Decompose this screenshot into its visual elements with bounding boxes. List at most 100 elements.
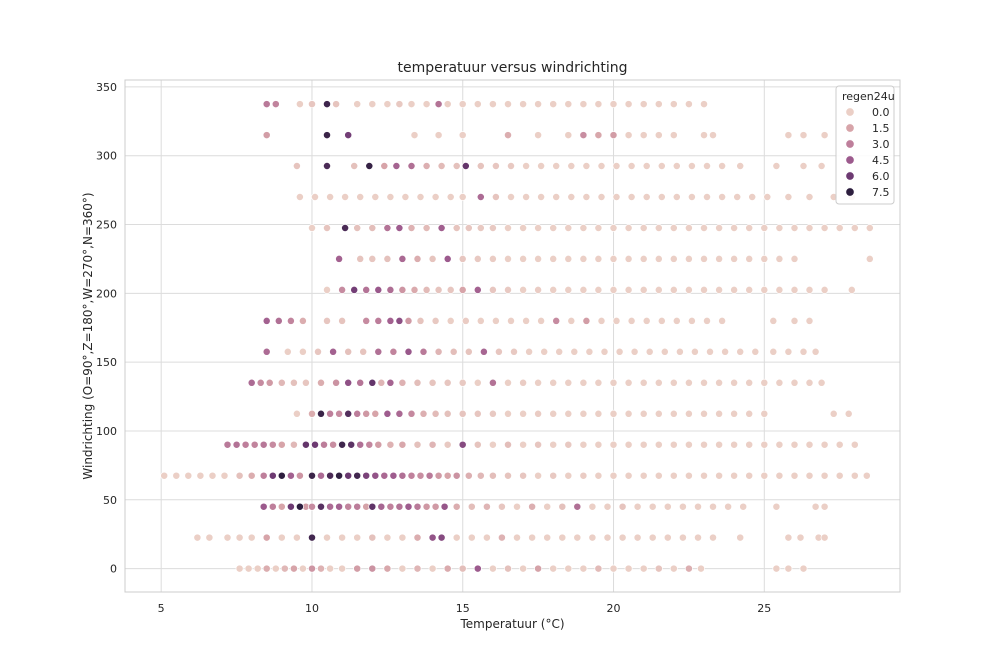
data-point	[464, 224, 473, 232]
data-point	[437, 162, 446, 170]
data-point	[639, 564, 648, 573]
data-point	[395, 409, 404, 418]
data-point	[718, 193, 727, 201]
data-point	[594, 564, 603, 573]
data-point	[760, 409, 769, 418]
data-point	[311, 440, 319, 449]
data-point	[317, 502, 325, 511]
data-point	[817, 378, 826, 387]
data-point	[308, 564, 316, 573]
data-point	[543, 533, 552, 542]
data-point	[494, 347, 503, 356]
data-point	[461, 316, 470, 325]
data-point	[247, 378, 256, 387]
data-point	[687, 193, 696, 201]
data-point	[383, 100, 392, 109]
data-point	[232, 440, 241, 449]
data-point	[289, 378, 298, 387]
data-point	[274, 316, 283, 325]
data-point	[335, 409, 344, 418]
data-point	[760, 254, 769, 263]
data-point	[482, 502, 491, 511]
data-point	[338, 316, 347, 325]
data-point	[663, 533, 672, 542]
data-point	[407, 100, 416, 109]
data-point	[344, 131, 353, 140]
data-point	[660, 347, 669, 356]
data-point	[504, 440, 512, 449]
data-point	[784, 347, 793, 356]
data-point	[446, 193, 455, 201]
data-point	[609, 100, 618, 109]
data-point	[320, 440, 328, 449]
data-point	[353, 502, 362, 511]
data-point	[567, 316, 576, 325]
data-point	[624, 409, 633, 418]
data-point	[597, 193, 606, 201]
y-axis-ticks: 0 50 100 150 200 250 300 350	[96, 81, 117, 576]
chart-title: temperatuur versus windrichting	[397, 60, 627, 76]
data-point	[549, 440, 558, 449]
data-point	[694, 533, 702, 542]
data-point	[700, 100, 708, 109]
data-point	[582, 316, 591, 325]
data-point	[519, 224, 528, 232]
data-point	[745, 224, 754, 232]
data-point	[419, 409, 428, 418]
data-point	[642, 162, 651, 170]
data-point	[383, 409, 392, 418]
data-point	[820, 224, 829, 232]
data-point	[338, 285, 347, 294]
data-point	[446, 285, 455, 294]
data-point	[519, 440, 528, 449]
data-point	[549, 564, 558, 573]
data-point	[205, 533, 214, 542]
data-point	[510, 347, 518, 356]
data-point	[431, 193, 440, 201]
data-point	[736, 347, 745, 356]
data-point	[588, 533, 597, 542]
data-point	[790, 471, 799, 480]
data-point	[247, 471, 256, 480]
data-point	[799, 131, 808, 140]
data-point	[504, 471, 512, 480]
data-point	[443, 564, 452, 573]
data-point	[733, 193, 742, 201]
data-point	[395, 502, 404, 511]
data-point	[413, 440, 422, 449]
data-point	[467, 533, 476, 542]
data-point	[277, 471, 286, 480]
data-point	[386, 440, 395, 449]
data-point	[567, 193, 576, 201]
data-point	[549, 100, 558, 109]
data-point	[335, 254, 344, 263]
data-point	[326, 409, 335, 418]
data-point	[588, 502, 597, 511]
x-tick-label: 15	[456, 602, 470, 615]
data-point	[549, 378, 558, 387]
data-point	[775, 224, 784, 232]
data-point	[639, 224, 648, 232]
data-point	[476, 471, 485, 480]
y-tick-label: 100	[96, 425, 117, 438]
data-point	[654, 409, 663, 418]
data-point	[790, 440, 799, 449]
data-point	[458, 285, 467, 294]
data-point	[338, 533, 347, 542]
data-point	[329, 347, 338, 356]
data-point	[488, 440, 497, 449]
data-point	[639, 409, 648, 418]
y-tick-label: 0	[110, 563, 117, 576]
data-point	[365, 162, 374, 170]
data-points	[160, 100, 874, 573]
data-point	[820, 502, 829, 511]
data-point	[654, 131, 663, 140]
data-point	[443, 409, 452, 418]
data-point	[684, 409, 693, 418]
data-point	[301, 440, 310, 449]
data-point	[790, 254, 799, 263]
data-point	[654, 224, 663, 232]
data-point	[549, 285, 558, 294]
data-point	[504, 100, 512, 109]
data-point	[784, 564, 793, 573]
